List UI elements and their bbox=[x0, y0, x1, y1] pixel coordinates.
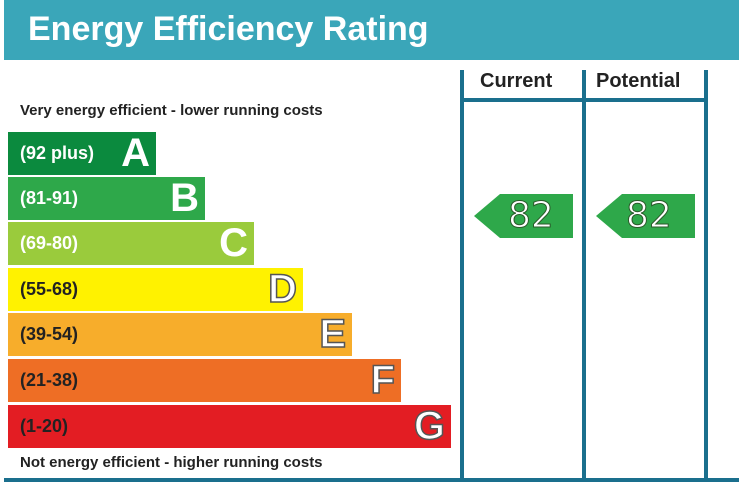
caption-inefficient: Not energy efficient - higher running co… bbox=[20, 454, 323, 471]
band-letter: F bbox=[370, 357, 396, 403]
header-bar: Energy Efficiency Rating bbox=[4, 0, 739, 60]
band-letter: A bbox=[121, 131, 150, 175]
caption-efficient: Very energy efficient - lower running co… bbox=[20, 102, 323, 119]
column-header-current: Current bbox=[480, 70, 553, 92]
potential-rating-value: 82 bbox=[626, 195, 673, 237]
band-d: (55-68) D bbox=[8, 266, 303, 312]
band-range-label: (81-91) bbox=[20, 188, 79, 208]
page-title: Energy Efficiency Rating bbox=[28, 10, 429, 48]
band-range-label: (69-80) bbox=[20, 233, 79, 253]
current-rating-arrow: 82 bbox=[474, 194, 574, 238]
band-g: (1-20) G bbox=[8, 403, 451, 449]
column-divider-right bbox=[704, 70, 708, 482]
potential-rating-arrow: 82 bbox=[596, 194, 696, 238]
band-letter: E bbox=[319, 311, 347, 357]
band-letter: G bbox=[413, 403, 446, 449]
band-e: (39-54) E bbox=[8, 311, 352, 357]
band-letter: C bbox=[219, 221, 248, 265]
band-range-label: (92 plus) bbox=[20, 143, 95, 163]
band-letter: D bbox=[267, 266, 297, 312]
column-divider-left bbox=[460, 70, 464, 482]
column-header-potential: Potential bbox=[596, 70, 681, 92]
potential-arrow-shape bbox=[596, 194, 695, 238]
band-f: (21-38) F bbox=[8, 357, 401, 403]
band-a: (92 plus) A bbox=[8, 131, 156, 175]
band-range-label: (39-54) bbox=[20, 324, 79, 344]
band-c: (69-80) C bbox=[8, 221, 254, 265]
band-range-label: (55-68) bbox=[20, 279, 79, 299]
band-letter: B bbox=[170, 176, 199, 220]
band-range-label: (1-20) bbox=[20, 416, 69, 436]
band-range-label: (21-38) bbox=[20, 370, 79, 390]
header-rule bbox=[460, 98, 708, 102]
band-b: (81-91) B bbox=[8, 176, 205, 220]
column-divider-middle bbox=[582, 70, 586, 482]
bottom-rule bbox=[4, 478, 739, 482]
current-rating-value: 82 bbox=[508, 195, 555, 237]
current-arrow-shape bbox=[474, 194, 573, 238]
